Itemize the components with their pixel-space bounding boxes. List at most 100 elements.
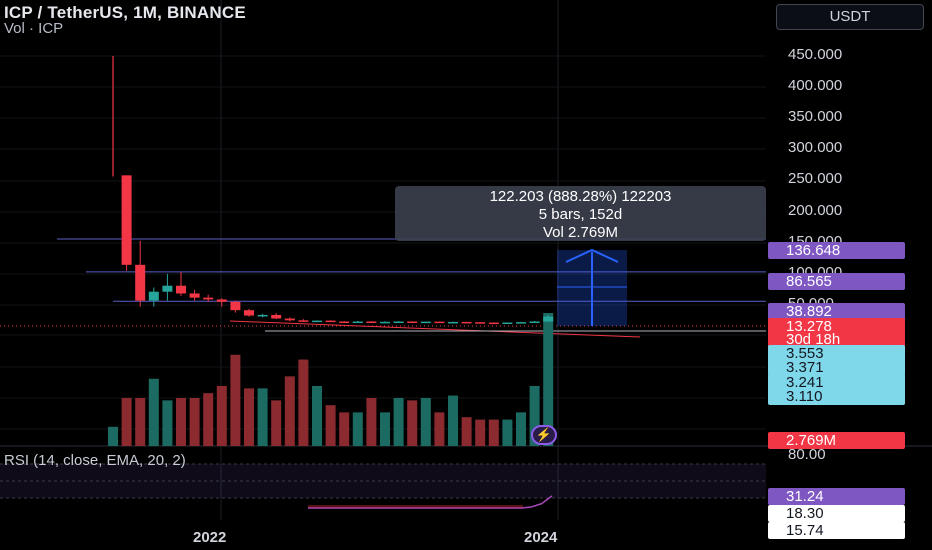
volume-bar (380, 412, 390, 446)
price-tick-label: 300.000 (788, 139, 843, 156)
volume-bars (108, 313, 554, 446)
candle-body (393, 321, 404, 324)
volume-bar (488, 419, 499, 446)
price-tag: 2.769M (768, 432, 905, 449)
candle-body (543, 316, 554, 322)
measure-arrow-head (565, 248, 619, 263)
volume-bar (312, 385, 322, 446)
volume-bar (189, 397, 200, 446)
candle-body (502, 322, 513, 325)
candle-body (230, 301, 241, 311)
candle-body (339, 321, 350, 324)
volume-bar (366, 397, 377, 446)
candle-body (380, 321, 390, 324)
rsi-oversold-fill (308, 505, 523, 508)
volume-bar (271, 400, 282, 446)
volume-bar (461, 417, 472, 446)
candle-body (488, 322, 499, 325)
candle-body (366, 321, 377, 324)
candle-body (461, 321, 472, 324)
volume-bar (298, 359, 309, 446)
chart-title: ICP / TetherUS, 1M, BINANCE (4, 3, 246, 22)
price-tag: 38.892 (768, 303, 905, 320)
measure-bars: 5 bars, 152d (538, 206, 623, 223)
candlesticks (112, 56, 554, 325)
price-tick-label: 400.000 (788, 77, 843, 94)
rsi-tag: 15.74 (768, 522, 905, 539)
measure-volume: Vol 2.769M (542, 224, 619, 241)
candle-body (312, 320, 322, 323)
candle-body (298, 320, 309, 322)
time-tick-label: 2022 (193, 529, 227, 546)
candle-body (148, 291, 159, 301)
rsi-pane (0, 463, 766, 509)
volume-bar (284, 376, 295, 446)
rsi-indicator-label: RSI (14, close, EMA, 20, 2) (4, 452, 186, 469)
candle-body (529, 321, 540, 324)
candle-body (203, 297, 214, 300)
candle-body (189, 293, 200, 298)
price-tag: 13.278 (768, 318, 905, 335)
volume-bar (543, 313, 554, 446)
volume-bar (407, 400, 418, 446)
volume-bar (257, 388, 268, 446)
price-tick-label: 250.000 (788, 170, 843, 187)
volume-bar (121, 397, 132, 446)
candle-body (121, 175, 132, 265)
price-tag: 86.565 (768, 273, 905, 290)
candle-body (135, 264, 146, 301)
volume-bar (244, 388, 254, 446)
volume-indicator-label: Vol · ICP (4, 20, 64, 37)
candle-body (407, 321, 418, 324)
rsi-line (308, 495, 553, 509)
volume-bar (475, 419, 486, 446)
volume-bar (339, 412, 350, 446)
rsi-tag: 18.30 (768, 505, 905, 522)
volume-bar (216, 385, 227, 446)
volume-bar (108, 426, 118, 446)
candle-body (352, 321, 363, 324)
volume-bar (176, 397, 186, 446)
time-tick-label: 2024 (524, 529, 558, 546)
price-tag: 3.371 (768, 359, 905, 376)
candle-body (475, 322, 486, 324)
volume-bar (148, 378, 159, 446)
volume-bar (230, 354, 241, 446)
volume-bar (448, 395, 458, 446)
candle-body (257, 314, 268, 317)
candle-body (244, 310, 254, 316)
rsi-tag: 31.24 (768, 488, 905, 505)
price-tick-label: 200.000 (788, 202, 843, 219)
volume-bar (203, 393, 214, 446)
candle-body (325, 320, 336, 323)
price-tag: 3.553 (768, 345, 905, 362)
price-tag: 30d 18h (768, 331, 905, 348)
volume-bar (420, 397, 431, 446)
volume-bar (516, 412, 526, 446)
chart-grid (0, 0, 932, 520)
rsi-tick-label: 80.00 (788, 446, 826, 463)
measure-tooltip: 122.203 (888.28%) 122203 5 bars, 152d Vo… (395, 186, 766, 241)
volume-bar (162, 400, 173, 446)
candle-body (176, 285, 186, 294)
volume-bar (393, 397, 404, 446)
candle-body (284, 318, 295, 321)
candle-body (434, 321, 445, 324)
measure-change: 122.203 (888.28%) 122203 (489, 188, 672, 205)
candle-body (216, 299, 227, 302)
candle-body (271, 314, 282, 319)
currency-button[interactable]: USDT (776, 4, 924, 30)
trend-line (229, 320, 641, 338)
candle-body (448, 321, 458, 324)
volume-bar (502, 419, 513, 446)
measure-shape (557, 248, 627, 326)
lightning-icon[interactable]: ⚡ (531, 425, 557, 445)
candle-body (420, 321, 431, 324)
volume-bar (135, 397, 146, 446)
volume-bar (352, 412, 363, 446)
price-tag: 3.110 (768, 388, 905, 405)
volume-bar (325, 405, 336, 446)
candle-body (162, 285, 173, 292)
price-tick-label: 350.000 (788, 108, 843, 125)
